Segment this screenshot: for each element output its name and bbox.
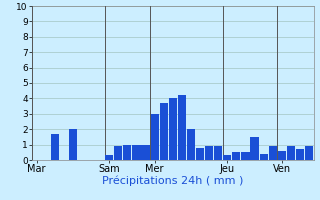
X-axis label: Précipitations 24h ( mm ): Précipitations 24h ( mm ) [102,176,244,186]
Bar [69,129,77,160]
Bar [260,154,268,160]
Bar [123,145,132,160]
Bar [268,146,277,160]
Bar [278,151,286,160]
Bar [305,146,313,160]
Bar [141,145,150,160]
Bar [232,152,240,160]
Bar [178,95,186,160]
Bar [287,146,295,160]
Bar [114,146,122,160]
Bar [160,103,168,160]
Bar [196,148,204,160]
Bar [105,155,113,160]
Bar [241,152,250,160]
Bar [205,146,213,160]
Bar [51,134,59,160]
Bar [251,137,259,160]
Bar [132,145,140,160]
Bar [223,155,231,160]
Bar [169,98,177,160]
Bar [150,114,159,160]
Bar [187,129,195,160]
Bar [214,146,222,160]
Bar [296,149,304,160]
